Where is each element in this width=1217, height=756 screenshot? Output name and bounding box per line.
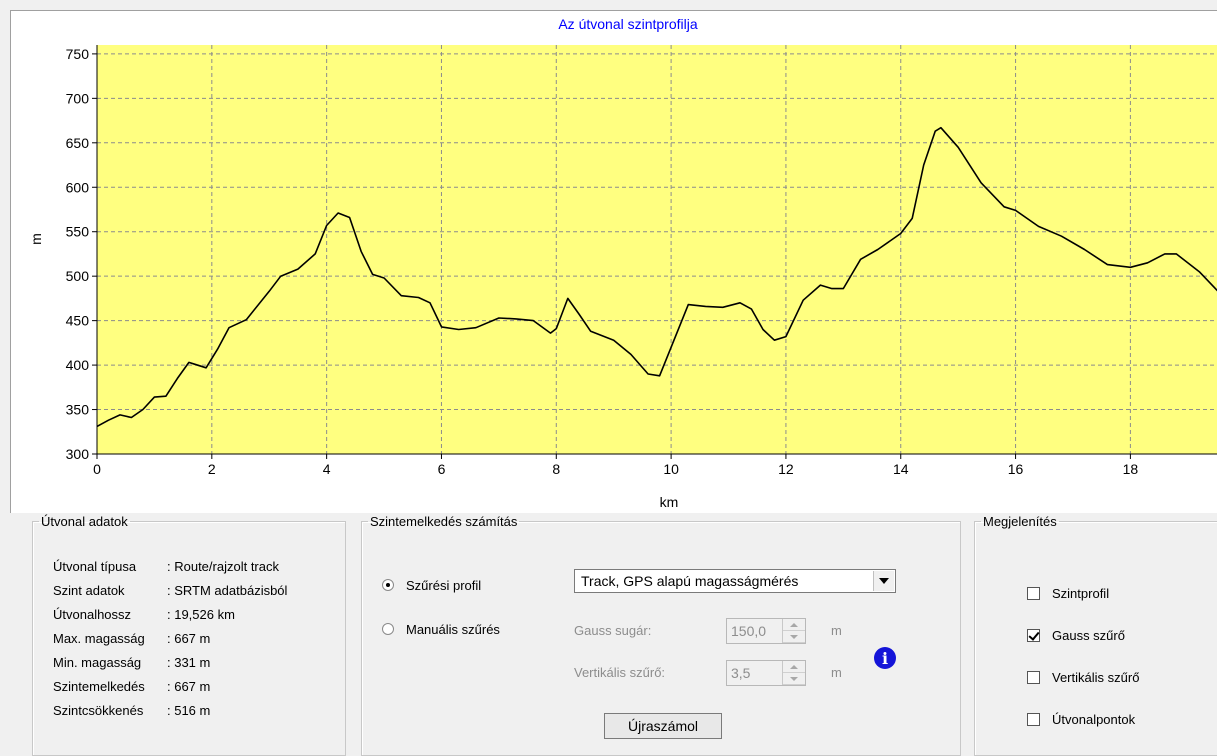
- route-length-row: Útvonalhossz : 19,526 km: [53, 605, 235, 625]
- y-tick-label: 500: [66, 268, 90, 284]
- descent-row: Szintcsökkenés : 516 m: [53, 701, 210, 721]
- option-gauss-filter[interactable]: Gauss szűrő: [1027, 625, 1125, 645]
- elevation-source-key: Szint adatok: [53, 583, 125, 598]
- gauss-radius-unit: m: [831, 623, 842, 638]
- display-options-legend: Megjelenítés: [983, 514, 1057, 529]
- elevation-source-value: : SRTM adatbázisból: [167, 583, 288, 598]
- vertical-filter-down-icon: [783, 673, 805, 685]
- ascent-key: Szintemelkedés: [53, 679, 145, 694]
- filter-profile-radio-button[interactable]: [382, 579, 394, 591]
- manual-filter-radio[interactable]: Manuális szűrés: [382, 619, 500, 639]
- option-vertical-filter[interactable]: Vertikális szűrő: [1027, 667, 1139, 687]
- vertical-filter-spin-buttons: [782, 661, 805, 685]
- elevation-chart-panel: Az útvonal szintprofilja 300 350 400 450 500…: [10, 10, 1217, 513]
- route-data-legend: Útvonal adatok: [41, 514, 128, 529]
- x-tick-label: 2: [208, 461, 216, 477]
- descent-key: Szintcsökkenés: [53, 703, 144, 718]
- plot-area: 300 350 400 450 500 550 600 650 700 750 0 2 4 6 8 10 12 1…: [66, 45, 1217, 477]
- min-elevation-row: Min. magasság : 331 m: [53, 653, 210, 673]
- chevron-down-icon[interactable]: [873, 571, 894, 591]
- x-tick-label: 12: [778, 461, 794, 477]
- vertical-filter-up-icon: [783, 661, 805, 673]
- descent-value: : 516 m: [167, 703, 211, 718]
- option-vertical-filter-checkbox[interactable]: [1027, 670, 1040, 684]
- option-route-points-checkbox[interactable]: [1027, 712, 1040, 726]
- route-length-key: Útvonalhossz: [53, 607, 132, 622]
- manual-filter-radio-label: Manuális szűrés: [406, 621, 500, 637]
- x-axis-label: km: [660, 494, 679, 510]
- route-type-key: Útvonal típusa: [53, 559, 137, 574]
- info-icon[interactable]: i: [874, 647, 896, 669]
- y-tick-label: 550: [66, 224, 90, 240]
- y-tick-label: 650: [66, 135, 90, 151]
- gauss-radius-value: 150,0: [731, 623, 767, 639]
- vertical-filter-value: 3,5: [731, 665, 751, 681]
- option-elevation-profile-checkbox[interactable]: [1027, 586, 1040, 600]
- option-vertical-filter-label: Vertikális szűrő: [1052, 669, 1140, 685]
- ascent-row: Szintemelkedés : 667 m: [53, 677, 210, 697]
- y-tick-label: 600: [66, 179, 90, 195]
- gauss-radius-spinner: 150,0: [726, 618, 806, 644]
- gauss-radius-label: Gauss sugár:: [574, 623, 652, 638]
- option-gauss-filter-label: Gauss szűrő: [1052, 627, 1125, 643]
- y-tick-label: 750: [66, 46, 90, 62]
- manual-filter-radio-button[interactable]: [382, 623, 394, 635]
- y-axis-label: m: [28, 233, 44, 245]
- min-elevation-key: Min. magasság: [53, 655, 142, 670]
- route-type-row: Útvonal típusa : Route/rajzolt track: [53, 557, 279, 577]
- option-elevation-profile[interactable]: Szintprofil: [1027, 583, 1109, 603]
- route-type-value: : Route/rajzolt track: [167, 559, 279, 574]
- max-elevation-value: : 667 m: [167, 631, 211, 646]
- y-tick-label: 300: [66, 446, 90, 462]
- elevation-chart: Az útvonal szintprofilja 300 350 400 450 500…: [28, 16, 1217, 510]
- elevation-calc-legend: Szintemelkedés számítás: [370, 514, 518, 529]
- x-tick-label: 18: [1123, 461, 1139, 477]
- gauss-radius-spin-buttons: [782, 619, 805, 643]
- max-elevation-key: Max. magasság: [53, 631, 145, 646]
- option-elevation-profile-label: Szintprofil: [1052, 585, 1110, 601]
- x-tick-label: 10: [663, 461, 679, 477]
- x-tick-label: 16: [1008, 461, 1024, 477]
- gauss-radius-down-icon: [783, 631, 805, 643]
- y-tick-label: 350: [66, 402, 90, 418]
- recalculate-button[interactable]: Újraszámol: [604, 713, 722, 739]
- elevation-line: [96, 126, 1217, 428]
- min-elevation-value: : 331 m: [167, 655, 211, 670]
- filter-profile-select-value: Track, GPS alapú magasságmérés: [581, 573, 799, 589]
- option-gauss-filter-checkbox[interactable]: [1027, 628, 1040, 642]
- filter-profile-radio[interactable]: Szűrési profil: [382, 575, 481, 595]
- y-tick-label: 400: [66, 357, 90, 373]
- filter-profile-select[interactable]: Track, GPS alapú magasságmérés: [574, 569, 896, 593]
- display-options-group: Megjelenítés Szintprofil Gauss szűrő Ver…: [974, 514, 1217, 756]
- elevation-calc-group: Szintemelkedés számítás Szűrési profil M…: [361, 514, 961, 756]
- ascent-value: : 667 m: [167, 679, 211, 694]
- filter-profile-radio-label: Szűrési profil: [406, 577, 482, 593]
- vertical-filter-unit: m: [831, 665, 842, 680]
- y-tick-label: 450: [66, 313, 90, 329]
- chart-title: Az útvonal szintprofilja: [558, 16, 698, 32]
- plot-background: [97, 45, 1217, 454]
- vertical-filter-spinner: 3,5: [726, 660, 806, 686]
- y-tick-label: 700: [66, 90, 90, 106]
- x-tick-label: 8: [552, 461, 560, 477]
- x-tick-label: 6: [438, 461, 446, 477]
- route-length-value: : 19,526 km: [167, 607, 235, 622]
- elevation-source-row: Szint adatok : SRTM adatbázisból: [53, 581, 287, 601]
- x-tick-label: 0: [93, 461, 101, 477]
- vertical-filter-label: Vertikális szűrő:: [574, 665, 666, 680]
- gauss-radius-up-icon: [783, 619, 805, 631]
- route-data-group: Útvonal adatok Útvonal típusa : Route/raj…: [32, 514, 346, 756]
- option-route-points-label: Útvonalpontok: [1052, 711, 1136, 727]
- x-tick-label: 4: [323, 461, 331, 477]
- max-elevation-row: Max. magasság : 667 m: [53, 629, 210, 649]
- option-route-points[interactable]: Útvonalpontok: [1027, 709, 1135, 729]
- x-tick-label: 14: [893, 461, 909, 477]
